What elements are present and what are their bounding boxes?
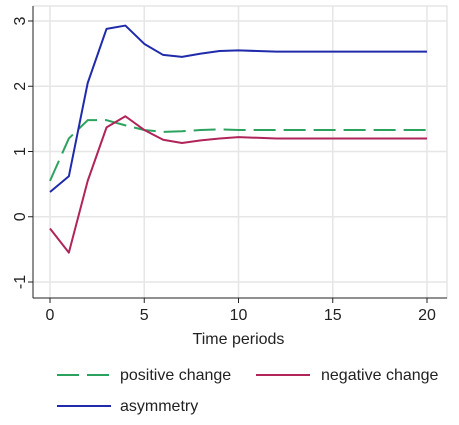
y-tick-label: 1: [12, 147, 29, 156]
series-line-positive-change: [49, 119, 427, 182]
y-tick-label: 2: [12, 82, 29, 91]
legend-label: positive change: [120, 367, 231, 384]
x-tick-label: 10: [230, 307, 248, 324]
legend: positive change negative change asymmetry: [57, 367, 439, 415]
y-tick-label: 3: [12, 16, 29, 25]
gridlines: [33, 6, 447, 298]
x-axis-title: Time periods: [193, 331, 285, 348]
axes: [28, 6, 447, 303]
series-line-asymmetry: [49, 24, 427, 193]
series-line-negative-change: [49, 115, 427, 254]
y-tick-label: 0: [12, 212, 29, 221]
series-layer: [49, 24, 427, 254]
x-tick-label: 0: [46, 307, 55, 324]
y-tick-label: -1: [12, 275, 29, 289]
legend-label: negative change: [321, 367, 439, 384]
tick-labels: 0 5 10 15 20 -1 0 1 2 3: [12, 16, 436, 324]
x-tick-label: 20: [418, 307, 436, 324]
x-tick-label: 5: [140, 307, 149, 324]
x-tick-label: 15: [324, 307, 342, 324]
legend-label: asymmetry: [120, 398, 198, 415]
